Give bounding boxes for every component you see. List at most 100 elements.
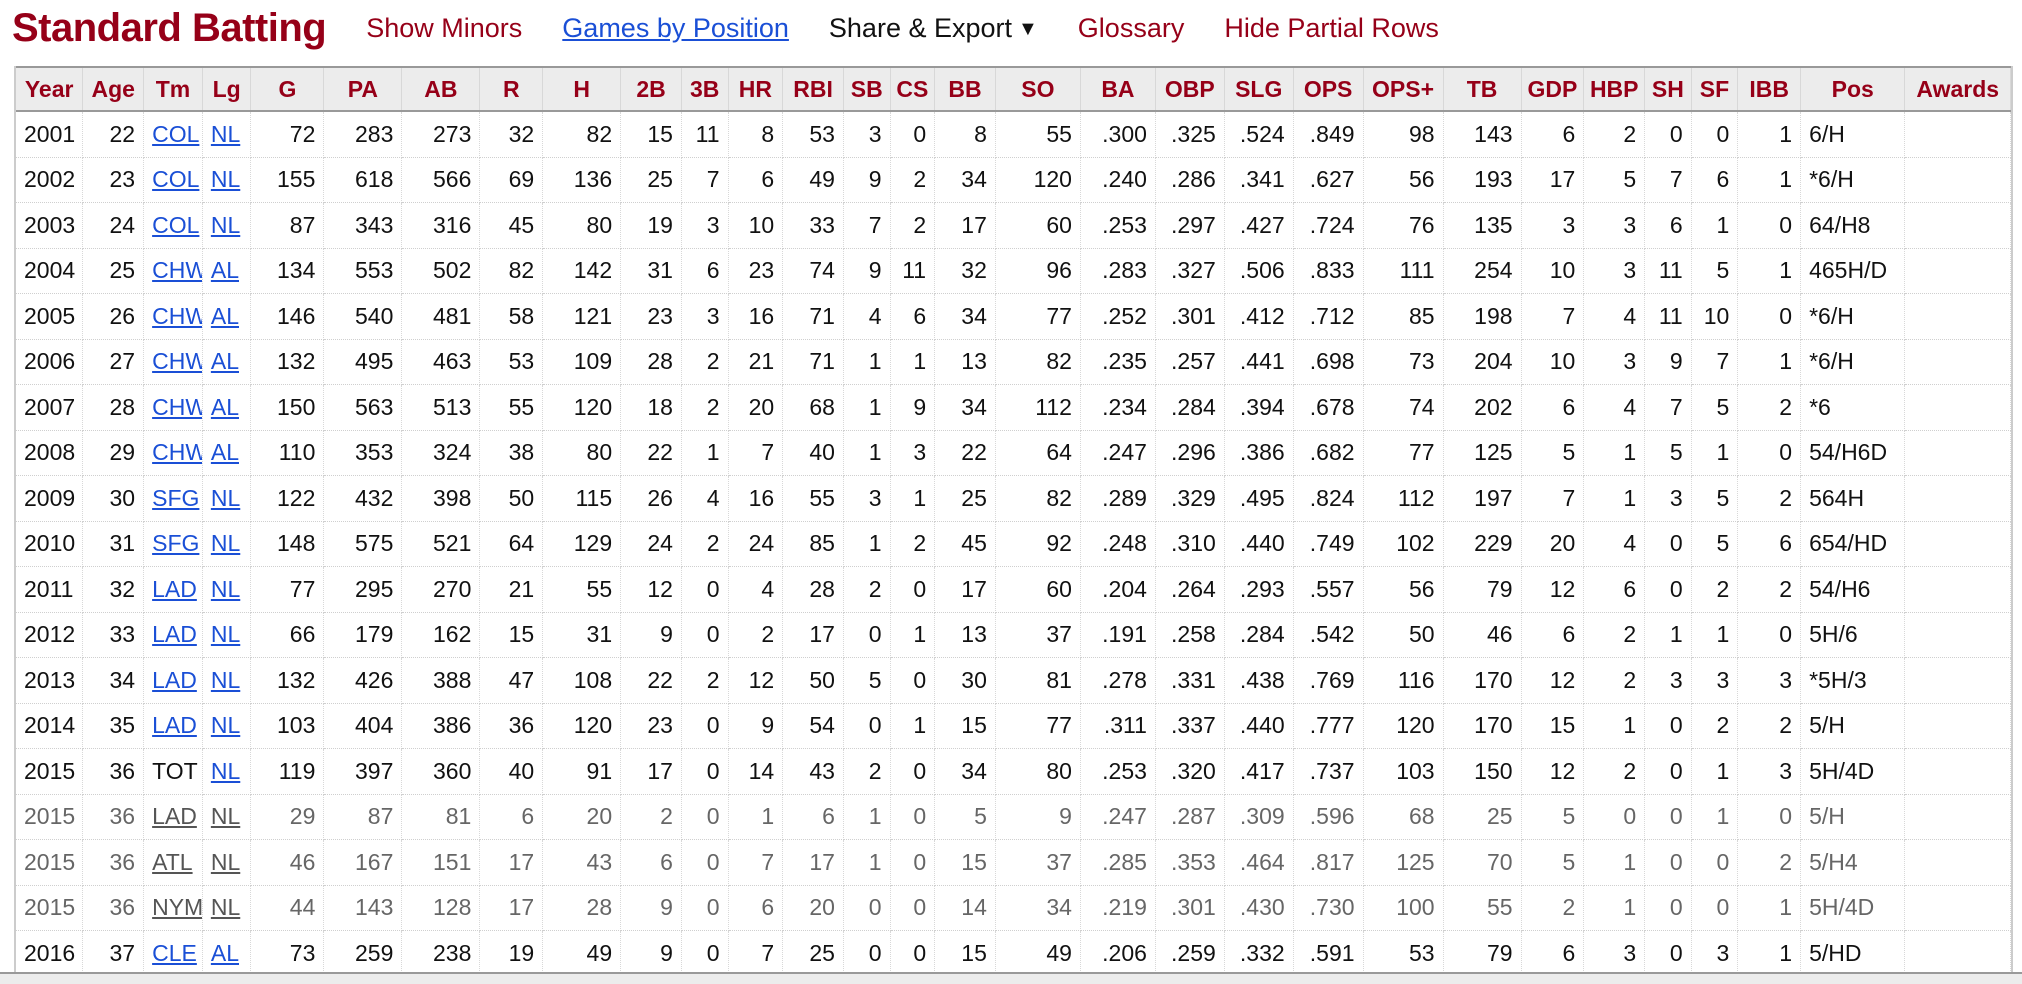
column-header-hbp[interactable]: HBP [1583,66,1646,112]
team-link[interactable]: CHW [152,439,203,466]
column-header-ibb[interactable]: IBB [1737,66,1802,112]
cell-tm: SFG [143,521,203,567]
league-link[interactable]: AL [210,348,239,375]
team-link[interactable]: SFG [152,484,200,511]
team-link[interactable]: LAD [152,666,197,693]
league-link[interactable]: NL [210,848,241,875]
league-link[interactable]: NL [210,666,241,693]
league-link[interactable]: NL [210,712,241,739]
cell-tb: 170 [1443,703,1522,749]
cell-age: 23 [82,157,145,203]
league-link[interactable]: NL [210,757,241,784]
team-link[interactable]: LAD [152,575,197,602]
column-header-3b[interactable]: 3B [681,66,729,112]
column-header-ab[interactable]: AB [401,66,481,112]
team-link[interactable]: COL [152,166,200,193]
league-link[interactable]: AL [210,302,239,329]
column-header-hr[interactable]: HR [728,66,784,112]
team-link[interactable]: CLE [152,939,197,966]
team-link[interactable]: COL [152,211,200,238]
column-header-year[interactable]: Year [16,66,84,112]
team-link[interactable]: CHW [152,393,203,420]
column-header-ops[interactable]: OPS [1293,66,1364,112]
cell-hr: 21 [728,339,784,385]
table-row: 2005 26 CHW AL 146 540 481 58 121 23 3 16 71 4 6 34 77.2… [16,293,2011,340]
league-link[interactable]: AL [210,393,239,420]
team-link[interactable]: ATL [152,848,193,875]
team-link[interactable]: LAD [152,621,197,648]
cell-tm: LAD [143,657,203,704]
league-link[interactable]: NL [210,621,241,648]
league-link[interactable]: NL [210,575,241,602]
team-link[interactable]: CHW [152,257,203,284]
league-link[interactable]: AL [210,939,239,966]
column-header-pos[interactable]: Pos [1800,66,1906,112]
cell-g: 119 [250,748,325,795]
column-header-rbi[interactable]: RBI [782,66,844,112]
league-link[interactable]: AL [210,439,239,466]
column-header-sf[interactable]: SF [1691,66,1739,112]
hide-partial-rows-link[interactable]: Hide Partial Rows [1224,12,1439,43]
cell-pos: *5H/3 [1800,657,1906,704]
column-header-age[interactable]: Age [82,66,145,112]
column-header-2b[interactable]: 2B [620,66,682,112]
column-header-cs[interactable]: CS [890,66,936,112]
column-header-obp[interactable]: OBP [1155,66,1225,112]
column-header-ba[interactable]: BA [1080,66,1156,112]
column-header-so[interactable]: SO [995,66,1081,112]
cell-bb: 15 [934,930,996,977]
cell-pa: 167 [323,839,403,886]
cell-b2: 18 [620,384,682,431]
league-link[interactable]: AL [210,257,239,284]
league-link[interactable]: NL [210,803,241,830]
team-link[interactable]: CHW [152,348,203,375]
league-link[interactable]: NL [210,530,241,557]
column-header-sh[interactable]: SH [1644,66,1692,112]
cell-tb: 70 [1443,839,1522,886]
cell-tm: LAD [143,794,203,840]
league-link[interactable]: NL [210,120,241,147]
column-header-ops-plus[interactable]: OPS+ [1363,66,1444,112]
team-link[interactable]: NYM [152,894,203,921]
team-link[interactable]: COL [152,120,200,147]
league-link[interactable]: NL [210,894,241,921]
cell-ibb: 3 [1737,657,1802,704]
cell-awards [1904,566,2011,613]
team-link[interactable]: LAD [152,712,197,739]
column-header-tb[interactable]: TB [1443,66,1522,112]
cell-b3: 0 [681,703,729,749]
column-header-lg[interactable]: Lg [202,66,252,112]
show-minors-link[interactable]: Show Minors [366,12,523,43]
column-header-tm[interactable]: Tm [143,66,203,112]
league-link[interactable]: NL [210,166,241,193]
column-header-r[interactable]: R [479,66,544,112]
cell-so: 81 [995,657,1081,704]
cell-opsplus: 74 [1363,384,1444,431]
cell-year: 2008 [16,430,84,476]
column-header-g[interactable]: G [250,66,325,112]
league-link[interactable]: NL [210,211,241,238]
cell-b2: 19 [620,202,682,249]
cell-tb: 193 [1443,157,1522,203]
column-header-awards[interactable]: Awards [1904,66,2011,112]
league-link[interactable]: NL [210,484,241,511]
column-header-h[interactable]: H [542,66,622,112]
team-link[interactable]: SFG [152,530,200,557]
games-by-position-link[interactable]: Games by Position [562,12,789,43]
cell-slg: .524 [1224,111,1294,158]
team-link[interactable]: CHW [152,302,203,329]
cell-gdp: 12 [1521,566,1585,613]
team-link[interactable]: LAD [152,803,197,830]
cell-ba: .248 [1080,521,1156,567]
cell-cs: 2 [890,202,936,249]
share-export-menu[interactable]: Share & Export ▼ [829,13,1038,44]
column-header-bb[interactable]: BB [934,66,996,112]
column-header-slg[interactable]: SLG [1224,66,1294,112]
cell-opsplus: 56 [1363,566,1444,613]
column-header-sb[interactable]: SB [843,66,891,112]
column-header-gdp[interactable]: GDP [1521,66,1585,112]
glossary-link[interactable]: Glossary [1077,12,1185,43]
column-header-pa[interactable]: PA [323,66,403,112]
cell-ab: 463 [401,339,481,385]
cell-lg: NL [202,612,252,658]
